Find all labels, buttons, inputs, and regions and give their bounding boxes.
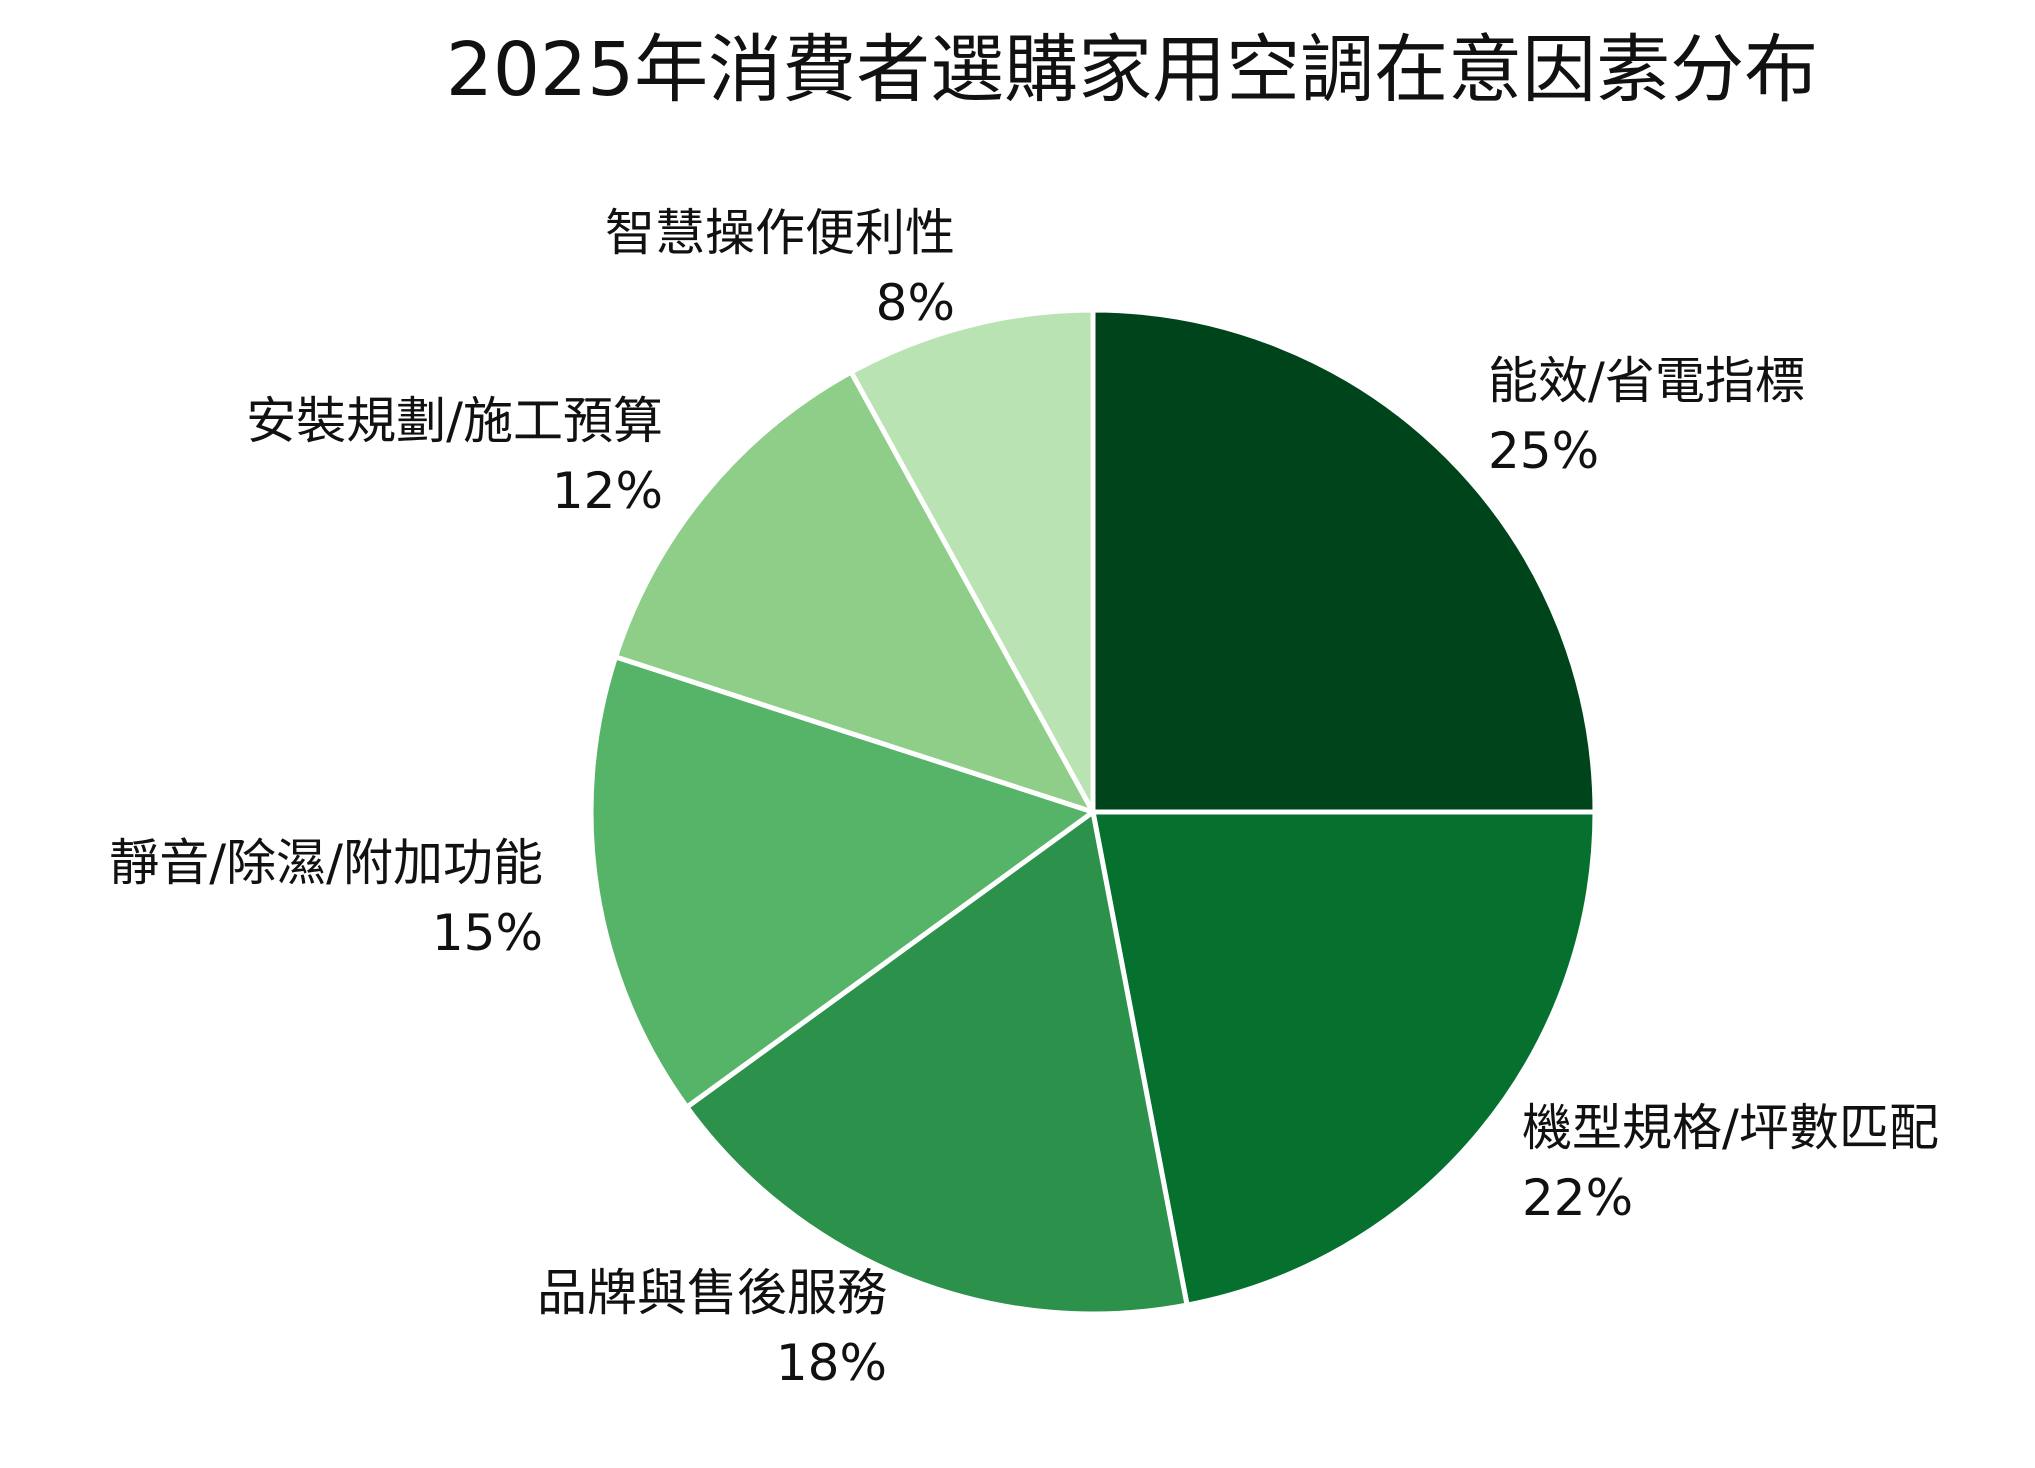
pie-slice: [613, 369, 1096, 815]
slice-category-label: 安裝規劃/施工預算: [246, 392, 663, 450]
slice-value-label: 8%: [876, 274, 955, 332]
slice-value-label: 18%: [776, 1334, 887, 1392]
slice-value-label: 25%: [1488, 422, 1599, 480]
slice-value-label: 22%: [1522, 1169, 1633, 1227]
chart-title: 2025年消費者選購家用空調在意因素分布: [446, 27, 1818, 113]
pie-slice: [1090, 809, 1598, 1308]
slice-value-label: 15%: [432, 904, 543, 962]
slice-category-label: 機型規格/坪數匹配: [1522, 1099, 1939, 1157]
pie-slice: [848, 307, 1096, 815]
pie-slice: [588, 654, 1096, 1110]
pie-slices: [588, 307, 1598, 1317]
slice-category-label: 智慧操作便利性: [605, 204, 955, 262]
slice-value-label: 12%: [552, 462, 663, 520]
pie-labels: 能效/省電指標 25% 機型規格/坪數匹配 22% 品牌與售後服務 18% 靜音/除濕/附加…: [109, 204, 1939, 1392]
pie-slice: [1090, 307, 1598, 815]
slice-category-label: 能效/省電指標: [1488, 352, 1805, 410]
pie-slice: [684, 809, 1190, 1317]
slice-category-label: 靜音/除濕/附加功能: [109, 834, 543, 892]
slice-category-label: 品牌與售後服務: [537, 1264, 887, 1322]
